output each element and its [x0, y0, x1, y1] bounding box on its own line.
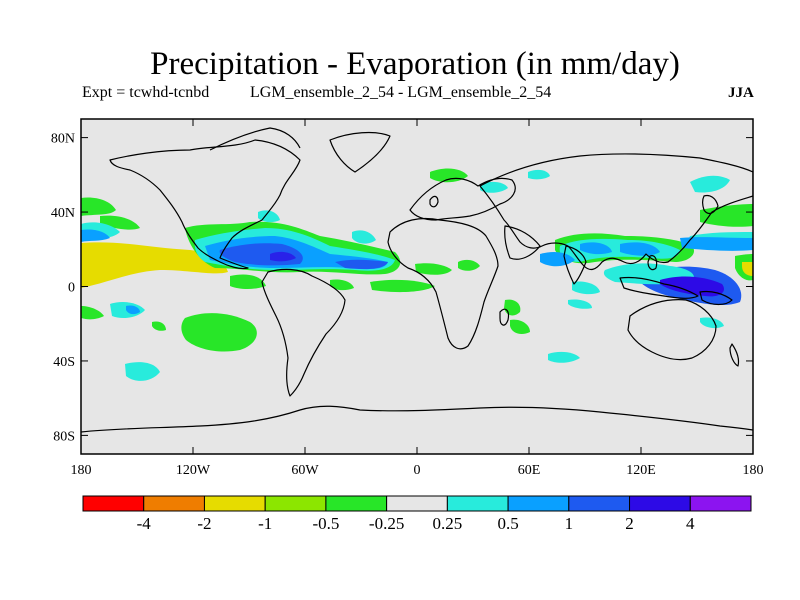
field-blue-south-pacific: [126, 305, 140, 315]
field-blue-asia: [540, 252, 575, 267]
lon-tick-label: 60W: [291, 463, 319, 478]
colorbar-label: 0.25: [432, 514, 462, 533]
field-green-kuroshio: [700, 204, 753, 227]
coast-madagascar: [499, 308, 510, 326]
colorbar-swatch: [689, 495, 752, 512]
colorbar-label: 2: [625, 514, 634, 533]
colorbar-swatch: [629, 495, 691, 512]
colorbar-label: 4: [686, 514, 695, 533]
field-green-madagascar2: [510, 319, 530, 334]
colorbar-swatch: [143, 495, 205, 512]
field-darkblue-atlantic: [335, 259, 388, 270]
ensemble-label: LGM_ensemble_2_54 - LGM_ensemble_2_54: [250, 84, 552, 101]
field-blue-wpac2: [680, 237, 753, 251]
colorbar-swatch: [568, 495, 631, 512]
field-green-atlantic-eq: [370, 279, 435, 293]
colorbar-label: -4: [137, 514, 152, 533]
latitude-axis: 80N 40N 0 40S 80S: [51, 132, 753, 444]
field-cyan-indian-1: [572, 281, 600, 295]
coast-europe: [409, 177, 516, 221]
field-yellow-east-pacific: [81, 242, 228, 288]
field-cyan-south-pacific-2: [125, 362, 160, 381]
colorbar-swatch: [386, 495, 448, 512]
colorbar-label: 1: [565, 514, 574, 533]
colorbar-label: 0.5: [497, 514, 518, 533]
coast-new-guinea: [699, 290, 733, 306]
colorbar-swatch: [82, 495, 145, 512]
coast-arabia: [504, 225, 541, 260]
field-cyan-north-atlantic: [480, 181, 508, 193]
field-green-band-north-pacific: [81, 197, 116, 216]
contour-fields: [81, 168, 753, 381]
coast-japan: [701, 194, 719, 215]
colorbar-label: -0.5: [312, 514, 339, 533]
colorbar-label: -2: [197, 514, 211, 533]
field-cyan-atlantic-north: [352, 230, 376, 244]
lat-tick-label: 0: [68, 281, 75, 296]
lat-tick-label: 40N: [51, 206, 75, 221]
lon-tick-label: 60E: [518, 463, 541, 478]
lon-tick-label: 180: [71, 463, 92, 478]
lat-tick-label: 80S: [53, 429, 75, 444]
experiment-label: Expt = tcwhd-tcnbd: [82, 84, 210, 101]
coast-antarctica: [81, 405, 753, 433]
coast-asia: [479, 153, 753, 271]
field-cyan-gulf-stream: [258, 210, 280, 223]
coast-greenland: [329, 131, 391, 173]
field-blue-scs: [620, 242, 660, 256]
field-green-africa: [415, 263, 452, 275]
field-green-atlantic-south: [230, 274, 266, 289]
field-cyan-indian-2: [568, 299, 592, 309]
lon-tick-label: 120W: [176, 463, 211, 478]
colorbar: -4 -2 -1 -0.5 -0.25 0.25 0.5 1 2 4: [82, 495, 752, 533]
colorbar-swatch: [264, 495, 327, 512]
field-green-south-pacific: [181, 313, 257, 352]
field-blue-bay: [580, 242, 612, 255]
field-cyan-nz: [700, 317, 724, 329]
longitude-axis: 180 120W 60W 0 60E 120E 180: [71, 119, 764, 478]
field-green-dateline-south: [81, 306, 104, 320]
coast-philippines: [647, 255, 658, 271]
field-cyan-japan: [690, 175, 730, 193]
coast-north-america: [109, 139, 301, 270]
field-cyan-indian-se: [548, 351, 580, 363]
lat-tick-label: 40S: [53, 355, 75, 370]
coast-australia: [627, 299, 717, 361]
lat-tick-label: 80N: [51, 132, 75, 147]
lon-tick-label: 120E: [626, 463, 656, 478]
field-cyan-russia: [528, 169, 550, 180]
field-blue-north-pacific: [81, 229, 110, 242]
lon-tick-label: 180: [743, 463, 764, 478]
coast-south-america: [261, 268, 346, 397]
colorbar-swatch: [507, 495, 570, 512]
lon-tick-label: 0: [414, 463, 421, 478]
colorbar-swatch: [325, 495, 388, 512]
field-green-atlantic-eq2: [330, 279, 354, 291]
coast-indonesia: [619, 276, 699, 299]
coastlines: [81, 127, 753, 433]
field-green-africa2: [458, 259, 480, 271]
coast-new-zealand: [729, 343, 740, 367]
coast-india: [563, 245, 587, 285]
coast-canada-islands: [209, 127, 301, 151]
field-yellow-wpac-east: [742, 262, 753, 276]
plot-title: Precipitation - Evaporation (in mm/day): [150, 46, 680, 82]
field-green-south-pacific-2: [152, 321, 166, 331]
colorbar-label: -1: [258, 514, 272, 533]
season-label: JJA: [728, 85, 754, 101]
colorbar-label: -0.25: [369, 514, 404, 533]
colorbar-swatch: [203, 495, 266, 512]
colorbar-swatch: [446, 495, 509, 512]
field-blue-mexico: [270, 251, 296, 262]
coast-uk: [429, 195, 439, 208]
coast-africa: [387, 217, 499, 350]
